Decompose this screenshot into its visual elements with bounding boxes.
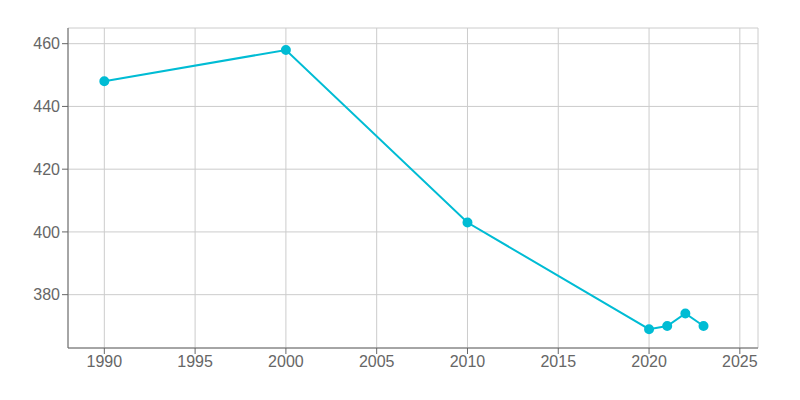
svg-text:380: 380 bbox=[33, 286, 60, 303]
svg-text:460: 460 bbox=[33, 35, 60, 52]
svg-text:1995: 1995 bbox=[177, 353, 213, 370]
svg-text:400: 400 bbox=[33, 224, 60, 241]
svg-text:2020: 2020 bbox=[631, 353, 667, 370]
svg-text:440: 440 bbox=[33, 98, 60, 115]
svg-text:2005: 2005 bbox=[359, 353, 395, 370]
svg-text:2010: 2010 bbox=[450, 353, 486, 370]
svg-text:2025: 2025 bbox=[722, 353, 758, 370]
svg-text:1990: 1990 bbox=[87, 353, 123, 370]
svg-text:2015: 2015 bbox=[540, 353, 576, 370]
svg-text:420: 420 bbox=[33, 161, 60, 178]
svg-text:2000: 2000 bbox=[268, 353, 304, 370]
